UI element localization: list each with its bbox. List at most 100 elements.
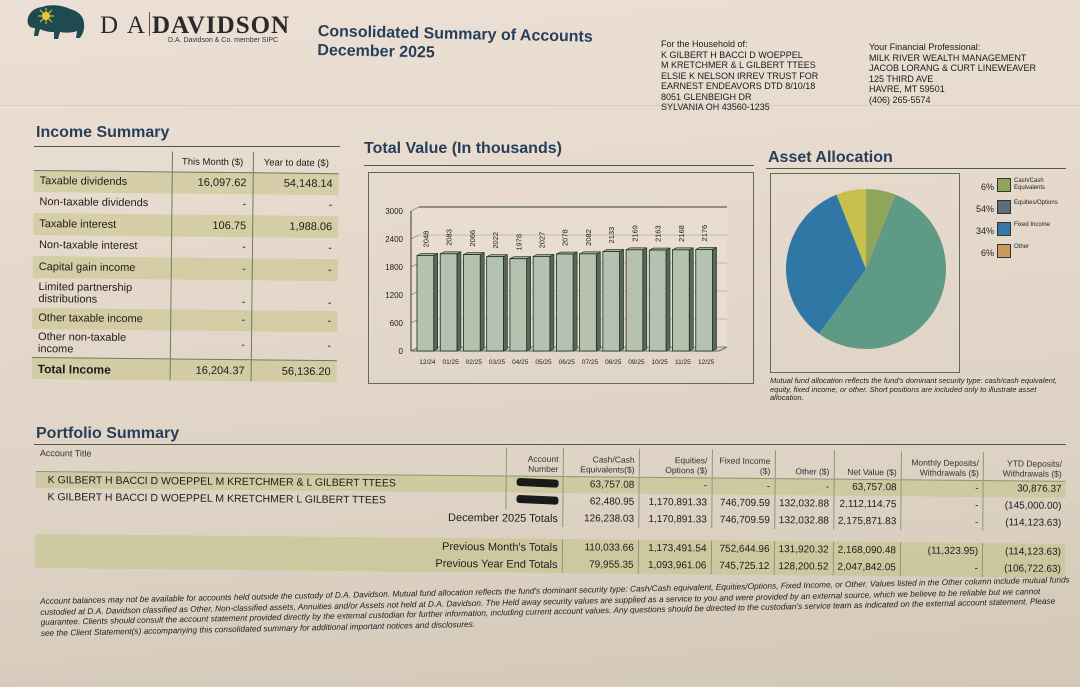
totals-other-value: 128,200.52 — [773, 558, 834, 576]
household-line: SYLVANIA OH 43560-1235 — [661, 102, 770, 112]
advisor-line: HAVRE, MT 59501 — [869, 84, 945, 94]
portfolio-col-header: Net Value ($) — [833, 450, 902, 480]
redacted-account-number — [515, 494, 559, 505]
income-total-row: Total Income 16,204.37 56,136.20 — [31, 357, 337, 383]
totals-label: Previous Year End Totals — [34, 550, 563, 574]
portfolio-col-header: Account Number — [505, 447, 564, 477]
x-tick-label: 05/25 — [535, 359, 552, 366]
bar-value-label: 2163 — [654, 225, 663, 242]
account-net-value: 63,757.08 — [833, 478, 902, 497]
household-line: 8051 GLENBEIGH DR — [661, 91, 752, 102]
brand-logotype: D A DAVIDSON — [100, 12, 290, 40]
bar-value-label: 2133 — [607, 227, 616, 244]
pie-slice — [818, 194, 946, 349]
portfolio-summary-table: Account Title Account Number Cash/Cash Equ… — [34, 443, 1066, 578]
income-row-month: - — [170, 257, 253, 280]
income-row-label: Capital gain income — [32, 255, 171, 279]
account-monthly-value: - — [901, 479, 984, 498]
account-monthly-value: - — [900, 496, 984, 515]
household-label: For the Household of: — [661, 39, 748, 49]
account-ytd-value: (145,000.00) — [982, 497, 1066, 515]
totals-equities-value: 1,170,891.33 — [638, 510, 712, 529]
pie-slice — [866, 189, 896, 269]
bar — [463, 252, 485, 352]
grid-line — [410, 206, 420, 212]
income-row: Other taxable income - - — [32, 307, 338, 333]
legend-item: 34% Fixed Income — [970, 222, 1052, 244]
income-col-month: This Month ($) — [171, 151, 254, 173]
totals-equities-value: 1,173,491.54 — [638, 539, 712, 558]
bar — [672, 247, 694, 352]
income-total-label: Total Income — [31, 357, 170, 381]
brand-divider — [148, 12, 150, 36]
account-net-value: 2,112,114.75 — [833, 495, 902, 514]
bar-value-label: 2078 — [561, 229, 570, 246]
account-cash-value: 62,480.95 — [562, 493, 639, 511]
y-tick-label: 600 — [390, 319, 404, 328]
y-tick-label: 1800 — [385, 263, 403, 272]
legend-item: 6% Cash/Cash Equivalents — [970, 178, 1052, 200]
income-heading-rule — [34, 146, 340, 147]
totals-net-value: 2,168,090.48 — [833, 541, 901, 560]
bar-value-label: 2022 — [491, 232, 500, 249]
household-address-block: For the Household of: K GILBERT H BACCI … — [661, 39, 818, 113]
account-cash-value: 63,757.08 — [562, 476, 639, 494]
legend-swatch — [997, 244, 1011, 258]
bar-value-label: 2176 — [700, 225, 709, 242]
household-line: M KRETCHMER & L GILBERT TTEES — [661, 60, 816, 70]
legend-swatch — [997, 200, 1011, 214]
account-fixed-value: - — [711, 477, 775, 496]
bar — [416, 252, 439, 352]
brand-subtitle: D.A. Davidson & Co. member SIPC — [168, 37, 279, 44]
total-value-heading-rule — [364, 165, 754, 166]
income-row-month: 16,097.62 — [171, 171, 254, 194]
bar — [695, 246, 717, 352]
account-number — [505, 475, 563, 494]
advisor-line: (406) 265-5574 — [869, 94, 931, 105]
totals-monthly-value: - — [900, 513, 983, 532]
advisor-line: 125 THIRD AVE — [869, 73, 934, 84]
bar — [579, 251, 601, 352]
income-total-ytd: 56,136.20 — [250, 359, 337, 383]
income-row-month: - — [170, 235, 253, 259]
total-value-heading: Total Value (In thousands) — [364, 140, 562, 157]
portfolio-col-header: YTD Deposits/ Withdrawals ($) — [983, 452, 1066, 481]
totals-cash-value: 79,955.35 — [561, 556, 639, 574]
x-tick-label: 03/25 — [489, 359, 506, 366]
advisor-line: JACOB LORANG & CURT LINEWEAVER — [869, 63, 1037, 73]
account-number — [505, 492, 563, 511]
income-row-label: Non-taxable interest — [38, 239, 138, 253]
asset-allocation-chart-frame — [770, 173, 960, 373]
totals-monthly-value: (11,323.95) — [900, 542, 983, 561]
totals-net-value: 2,175,871.83 — [833, 512, 901, 531]
legend-swatch — [997, 222, 1011, 236]
income-row-label: Non-taxable dividends — [39, 196, 149, 210]
bison-sun-icon — [27, 5, 85, 39]
income-summary-table: This Month ($) Year to date ($) Taxable … — [31, 150, 339, 383]
income-row-month: 106.75 — [171, 214, 253, 237]
total-value-chart-frame: 0 600 1200 1800 2400 3000 2048 12/24 2083 01/25 20… — [368, 172, 754, 384]
asset-allocation-note: Mutual fund allocation reflects the fund… — [770, 376, 1058, 402]
bar-value-label: 2048 — [421, 231, 430, 248]
asset-allocation-legend: 6% Cash/Cash Equivalents 54% Equities/Optio… — [970, 178, 1058, 266]
pie-slice — [836, 189, 866, 269]
advisor-line: MILK RIVER WEALTH MANAGEMENT — [869, 52, 1027, 63]
legend-label: Equities/Options — [1014, 200, 1058, 206]
income-row-month: - — [170, 308, 252, 332]
totals-other-value: 132,032.88 — [774, 512, 834, 530]
income-row-ytd: - — [252, 258, 338, 281]
bar — [625, 247, 648, 352]
asset-allocation-heading: Asset Allocation — [768, 149, 893, 166]
household-line: ELSIE K NELSON IRREV TRUST FOR — [661, 70, 819, 81]
portfolio-summary-heading: Portfolio Summary — [36, 425, 180, 442]
totals-equities-value: 1,093,961.06 — [638, 556, 711, 575]
totals-ytd-value: (114,123.63) — [982, 543, 1066, 561]
asset-allocation-pie-chart — [786, 189, 946, 349]
income-row: Other non-taxable income - - — [32, 329, 338, 361]
totals-net-value: 2,047,842.05 — [832, 558, 901, 577]
legend-percent: 54% — [975, 204, 994, 214]
y-tick-label: 0 — [399, 347, 404, 356]
household-line: K GILBERT H BACCI D WOEPPEL — [661, 49, 803, 60]
legend-item: 6% Other — [970, 244, 1052, 266]
income-row-label: Taxable dividends — [33, 169, 172, 193]
